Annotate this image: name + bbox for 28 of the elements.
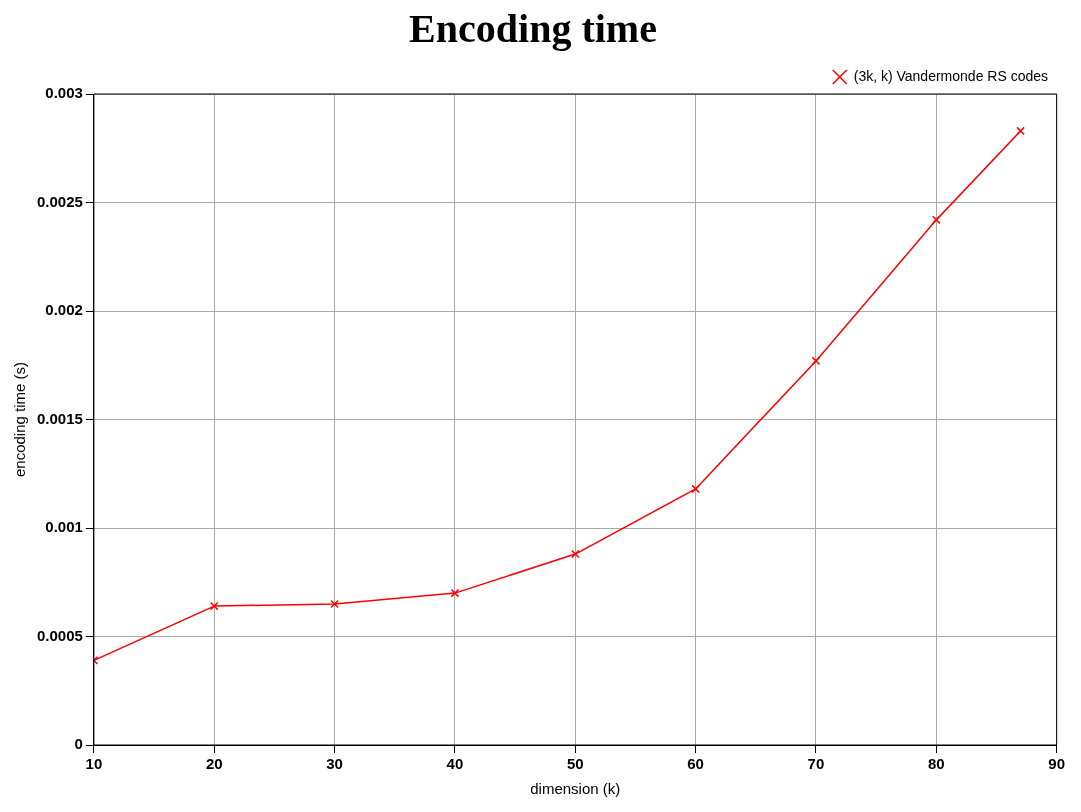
x-tick-label: 50 <box>566 755 584 773</box>
x-tick-label: 70 <box>807 755 825 773</box>
y-tick-label: 0 <box>74 735 83 753</box>
x-tick-label: 40 <box>446 755 464 773</box>
point <box>450 588 460 598</box>
x-tick-label: 20 <box>205 755 223 773</box>
y-tick-label: 0.0005 <box>36 626 83 644</box>
x-tick-label: 10 <box>85 755 103 773</box>
y-tick-label: 0.003 <box>45 84 83 102</box>
point <box>330 599 339 609</box>
x-tick-label: 30 <box>326 755 343 773</box>
point <box>570 549 580 559</box>
x-tick-label: 80 <box>927 755 945 773</box>
point <box>811 356 821 366</box>
point <box>209 601 219 611</box>
x-axis-title: dimension (k) <box>530 780 621 798</box>
y-tick-label: 0.0015 <box>36 409 83 427</box>
x-tick-label: 60 <box>687 755 704 773</box>
legend-label: (3k, k) Vandermonde RS codes <box>853 67 1048 84</box>
x-tick-label: 90 <box>1048 755 1065 773</box>
y-tick-label: 0.0025 <box>36 192 83 210</box>
chart-title: Encoding time <box>409 6 657 52</box>
y-axis-title: encoding time (s) <box>11 361 29 478</box>
y-tick-label: 0.001 <box>45 518 83 536</box>
point <box>691 484 700 494</box>
y-tick-label: 0.002 <box>45 301 83 319</box>
point <box>1016 126 1025 136</box>
point <box>932 215 941 225</box>
